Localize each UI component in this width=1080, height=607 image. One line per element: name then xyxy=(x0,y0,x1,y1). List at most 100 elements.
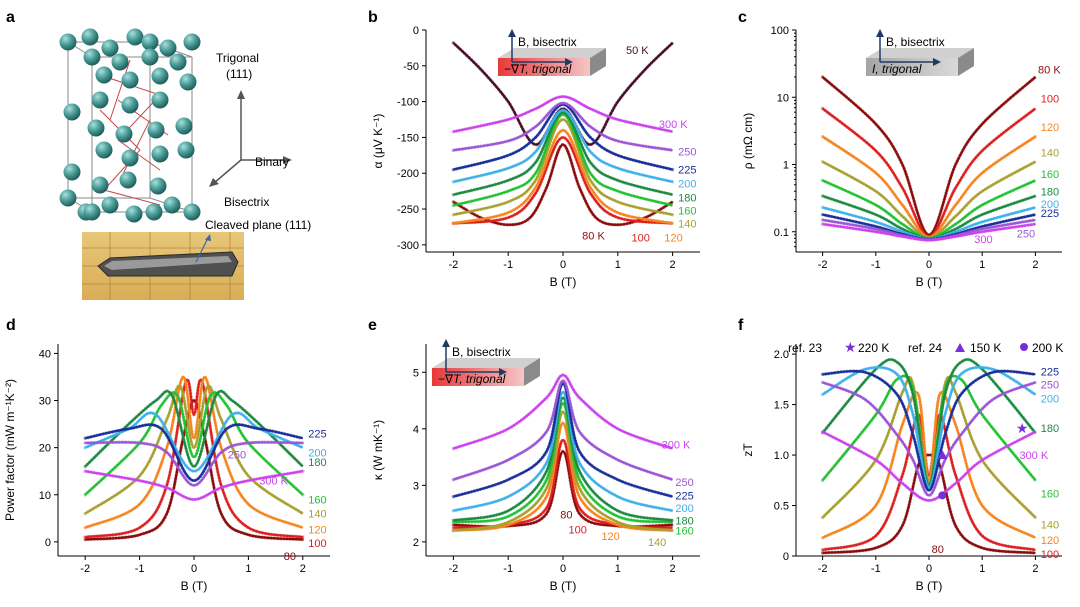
x-tick-label: 2 xyxy=(300,563,306,575)
series-line-80k xyxy=(452,143,674,226)
bi-atom xyxy=(169,53,187,71)
series-line-200 xyxy=(822,366,1036,489)
bi-atom xyxy=(87,119,105,137)
inset-field-label: B, bisectrix xyxy=(452,345,511,359)
trigonal-sub-label: (111) xyxy=(226,67,252,81)
bi-atom xyxy=(126,28,144,46)
triangle-marker-icon xyxy=(955,343,965,352)
bond-line xyxy=(109,59,131,121)
curve-label: 225 xyxy=(678,165,696,177)
curve-label: 80 xyxy=(284,551,296,563)
slab-side xyxy=(524,358,540,386)
y-tick-label: 3 xyxy=(413,480,419,492)
y-axis-label: Power factor (mW m⁻¹K⁻²) xyxy=(3,379,17,521)
bi-atom xyxy=(83,48,101,66)
curve-label: 225 xyxy=(308,429,326,441)
series-line-250 xyxy=(453,379,673,481)
x-tick-label: -2 xyxy=(818,563,828,575)
bi-atom xyxy=(91,176,109,194)
series-points-120 xyxy=(451,421,675,533)
y-tick-label: 1.5 xyxy=(774,400,789,412)
series-points-160 xyxy=(83,390,305,497)
x-tick-label: 2 xyxy=(1032,563,1038,575)
x-tick-label: -1 xyxy=(871,259,881,271)
curve-label: 200 xyxy=(678,178,696,190)
curve-label: 120 xyxy=(1041,122,1059,134)
curve-label: 140 xyxy=(678,218,696,230)
ref-24-temp-2: 200 K xyxy=(1032,341,1063,355)
series-points-140 xyxy=(83,384,305,516)
y-tick-label: 20 xyxy=(39,443,51,455)
series-points-100 xyxy=(83,378,305,539)
series-points-225 xyxy=(820,369,1038,493)
series-line-180 xyxy=(453,396,673,522)
curve-label: 250 xyxy=(1041,379,1059,391)
curve-label: 140 xyxy=(308,509,326,521)
y-tick-label: 30 xyxy=(39,396,51,408)
x-tick-label: 1 xyxy=(245,563,251,575)
series-line-100 xyxy=(85,378,303,539)
bi-atom xyxy=(141,33,159,51)
panel-label-b: b xyxy=(368,9,378,26)
slab-top xyxy=(432,358,540,368)
bi-atom xyxy=(121,96,139,114)
curve-label: 120 xyxy=(308,525,326,537)
bi-atom xyxy=(59,189,77,207)
reference-legend: ref. 23 ★ 220 K ref. 24 150 K 200 K xyxy=(788,339,1063,355)
curve-label: 160 xyxy=(1041,169,1059,181)
inset-field-label: B, bisectrix xyxy=(886,35,945,49)
y-tick-label: -100 xyxy=(397,97,419,109)
series-points-160 xyxy=(451,112,675,208)
measurement-geometry-inset: B, bisectrix I, trigonal xyxy=(866,29,974,76)
series-points-120 xyxy=(83,375,305,530)
slab-top xyxy=(866,48,974,58)
curve-label: 100 xyxy=(1041,549,1059,561)
series-points-250 xyxy=(451,379,675,482)
bi-atom xyxy=(115,125,133,143)
bi-atom xyxy=(101,39,119,57)
trigonal-label: Trigonal xyxy=(216,51,259,65)
curve-label: 200 xyxy=(1041,199,1059,211)
series-points-200 xyxy=(451,390,675,513)
y-tick-label: 1.0 xyxy=(774,450,789,462)
panel-label-d: d xyxy=(6,317,16,334)
crystal-structure-illustration xyxy=(59,28,201,223)
measurement-geometry-inset: B, bisectrix −∇T, trigonal xyxy=(432,339,540,386)
curve-label: 180 xyxy=(1041,423,1059,435)
bond-line xyxy=(103,189,161,206)
curve-label: 100 xyxy=(308,538,326,550)
y-tick-label: 2 xyxy=(413,537,419,549)
x-tick-label: -2 xyxy=(818,259,828,271)
bi-atom xyxy=(81,28,99,46)
x-tick-label: 2 xyxy=(1032,259,1038,271)
series-points-140 xyxy=(451,410,675,533)
x-tick-label: 0 xyxy=(191,563,197,575)
curve-label: 180 xyxy=(678,193,696,205)
field-arrow-head xyxy=(508,29,516,37)
curve-label: 300 K xyxy=(659,119,688,131)
y-tick-label: 10 xyxy=(777,92,789,104)
slab-top xyxy=(498,48,606,58)
bisectrix-label: Bisectrix xyxy=(224,195,269,209)
curve-label: 300 K xyxy=(662,440,691,452)
x-tick-label: -2 xyxy=(449,259,459,271)
curve-label: 80 K xyxy=(1038,64,1061,76)
series-points-200 xyxy=(451,108,675,184)
star-marker-icon: ★ xyxy=(844,339,857,355)
bi-atom xyxy=(175,117,193,135)
x-tick-label: -1 xyxy=(503,259,513,271)
circle-marker-icon xyxy=(1020,343,1028,351)
series-points-300k xyxy=(451,373,675,451)
x-tick-label: 2 xyxy=(670,259,676,271)
x-tick-label: 0 xyxy=(560,563,566,575)
x-tick-label: -1 xyxy=(135,563,145,575)
series-points-160 xyxy=(451,401,675,524)
curve-label: 140 xyxy=(648,537,666,549)
x-axis-label: B (T) xyxy=(181,579,208,593)
curve-label: 140 xyxy=(1041,148,1059,160)
series-line-120 xyxy=(822,391,1036,539)
cleaved-plane-label: Cleaved plane (111) xyxy=(205,218,311,232)
inset-gradient-label: −∇T, trigonal xyxy=(438,372,506,386)
series-points-200 xyxy=(820,365,1038,490)
